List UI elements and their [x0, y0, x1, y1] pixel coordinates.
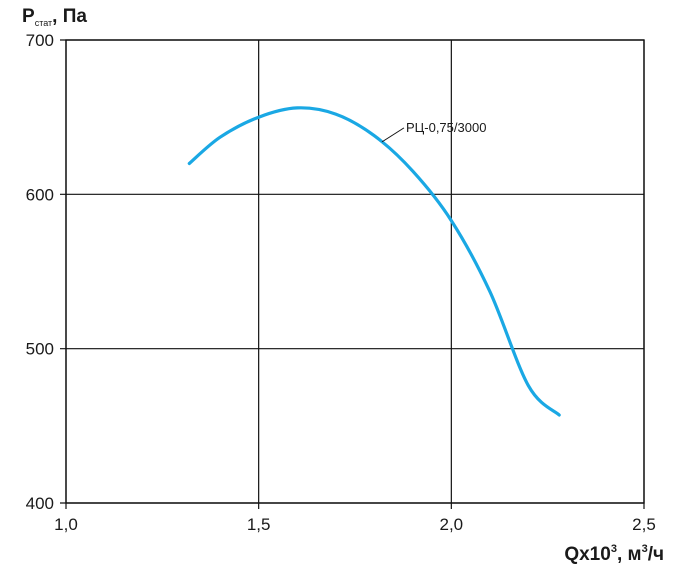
y-tick-label: 700	[26, 31, 54, 50]
x-axis-title-unit-rest: /ч	[648, 544, 664, 565]
series-layer: РЦ-0,75/3000	[187, 106, 561, 417]
x-tick-label: 2,5	[632, 515, 656, 534]
y-axis-title-main: P	[22, 6, 35, 27]
x-axis-title-main: Qx10	[564, 544, 610, 565]
x-axis-title: Qx103, м3/ч	[564, 543, 664, 565]
grid	[60, 39, 645, 509]
y-tick-label: 600	[26, 185, 54, 204]
x-axis-title-unit-exponent: 3	[642, 543, 648, 555]
series-label-leader	[381, 127, 405, 143]
x-tick-labels: 1,0 1,5 2,0 2,5	[54, 515, 656, 534]
series-label: РЦ-0,75/3000	[406, 120, 486, 135]
x-tick-label: 1,0	[54, 515, 78, 534]
y-tick-label: 400	[26, 494, 54, 513]
series-line	[187, 106, 561, 417]
plot-area-border	[65, 39, 645, 504]
y-tick-labels: 400 500 600 700	[26, 31, 54, 513]
y-tick-label: 500	[26, 340, 54, 359]
x-axis-title-exponent: 3	[611, 543, 617, 555]
y-axis-title: Pстат, Па	[22, 6, 87, 28]
y-axis-title-unit: , Па	[52, 6, 87, 27]
x-tick-label: 2,0	[440, 515, 464, 534]
x-axis-title-unit: , м	[617, 544, 642, 565]
x-tick-label: 1,5	[247, 515, 271, 534]
plot-frame	[65, 39, 645, 504]
y-axis-title-subscript: стат	[35, 18, 52, 28]
